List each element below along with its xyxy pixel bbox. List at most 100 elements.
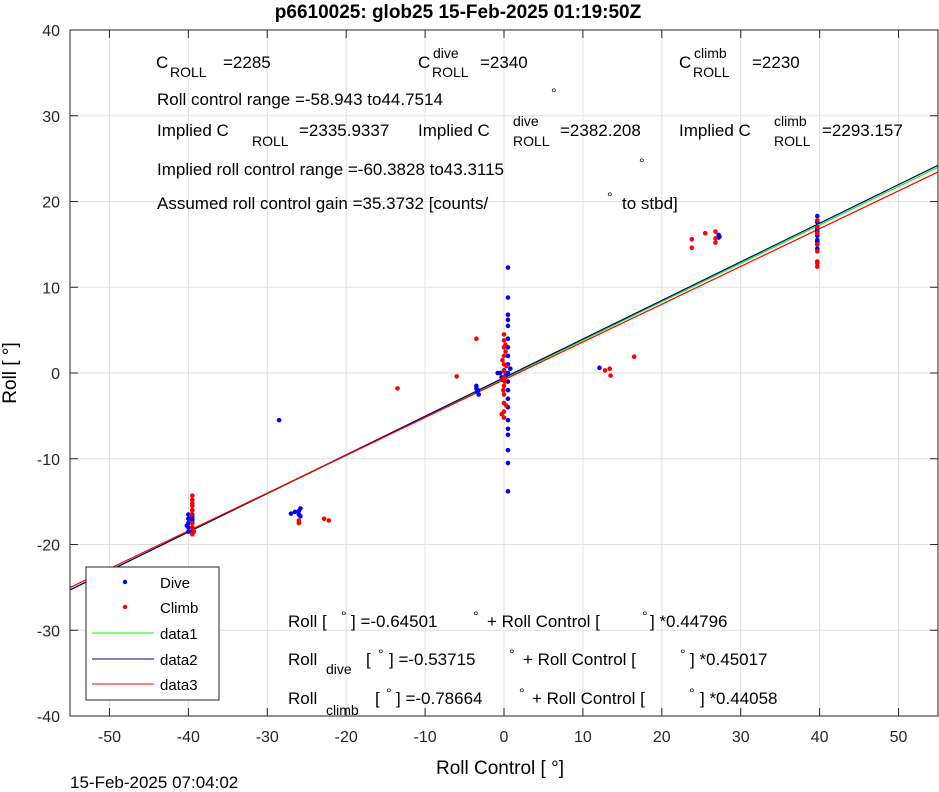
c-climb-sup: climb	[694, 45, 727, 61]
point-climb	[190, 493, 195, 498]
fit-equation-dive: Roll dive [ ° ] =-0.53715 ° + Roll Contr…	[288, 646, 768, 677]
fit-dive-sub: dive	[326, 661, 352, 677]
y-tick-label: 20	[42, 195, 60, 212]
point-climb	[702, 230, 708, 236]
point-dive	[186, 529, 191, 534]
legend-dive-label: Dive	[160, 575, 190, 592]
point-dive	[505, 323, 511, 329]
point-climb	[504, 403, 509, 408]
implied-c-sub: ROLL	[252, 133, 289, 149]
point-dive	[505, 432, 511, 438]
point-dive	[495, 370, 500, 376]
fit-all-deg1: °	[341, 608, 347, 624]
point-climb	[191, 529, 197, 534]
point-dive	[186, 516, 191, 522]
point-climb	[395, 386, 400, 391]
point-climb	[814, 264, 820, 269]
point-dive	[292, 509, 298, 515]
point-dive	[505, 317, 511, 323]
point-climb	[631, 354, 637, 360]
point-dive	[505, 417, 511, 423]
y-tick-label: -40	[37, 709, 60, 726]
point-climb	[499, 411, 504, 417]
c-roll-value: =2285	[223, 53, 271, 72]
legend-data1-label: data1	[160, 626, 198, 643]
implied-c-climb-value: =2293.157	[822, 121, 903, 140]
fit-climb-d: + Roll Control [	[532, 689, 645, 708]
point-climb	[454, 374, 459, 379]
x-tick-label: -30	[256, 729, 279, 746]
point-climb	[504, 363, 509, 369]
fit-equation-all: Roll [ ° ] =-0.64501 ° + Roll Control [ …	[288, 608, 728, 631]
x-tick-label: 0	[500, 729, 509, 746]
c-roll-sub: ROLL	[170, 64, 207, 80]
axis-ticks: -50 -40 -30 -20 -10 0 10 20 30 40 50 -40 -30 -20 -10 0 1…	[37, 23, 938, 746]
fit-climb-b: [	[375, 689, 380, 708]
point-climb	[814, 224, 820, 230]
fit-dive-d: + Roll Control [	[523, 650, 636, 669]
fit-all-b: ] =-0.64501	[351, 612, 438, 631]
data-points	[184, 213, 820, 537]
x-tick-label: -20	[335, 729, 358, 746]
fit-all-a: Roll [	[288, 612, 327, 631]
point-climb	[190, 520, 195, 526]
point-climb	[689, 236, 695, 242]
c-climb-sub: ROLL	[693, 64, 730, 80]
fit-all-deg2: °	[473, 608, 479, 624]
fit-climb-sub: climb	[326, 702, 359, 718]
point-climb	[814, 230, 820, 236]
legend: Dive Climb data1 data2 data3	[85, 566, 220, 701]
fit-dive-e: ] *0.45017	[690, 650, 768, 669]
y-tick-label: -10	[37, 452, 60, 469]
point-dive	[184, 523, 190, 528]
fit-climb-c: ] =-0.78664	[396, 689, 483, 708]
c-dive-sub: ROLL	[432, 64, 469, 80]
legend-climb-label: Climb	[160, 600, 198, 617]
c-dive-value: =2340	[480, 53, 528, 72]
point-climb	[608, 373, 613, 378]
legend-dive-marker	[122, 579, 128, 585]
point-climb	[190, 501, 195, 506]
point-climb	[190, 507, 195, 513]
point-dive	[508, 366, 513, 372]
implied-c-dive-sup: dive	[513, 113, 539, 129]
x-tick-label: -50	[98, 729, 121, 746]
fit-dive-deg3: °	[680, 646, 686, 662]
legend-data2-label: data2	[160, 652, 198, 669]
fit-climb-deg2: °	[519, 685, 525, 701]
point-climb	[602, 368, 608, 373]
fit-dive-b: [	[366, 650, 371, 669]
point-dive	[505, 265, 511, 270]
assumed-gain-end: to stbd]	[622, 194, 678, 213]
y-tick-label: 40	[42, 23, 60, 40]
footer-timestamp: 15-Feb-2025 07:04:02	[70, 773, 238, 792]
x-tick-label: -40	[177, 729, 200, 746]
implied-c-value: =2335.9337	[299, 121, 389, 140]
point-dive	[288, 511, 294, 516]
point-dive	[474, 389, 480, 395]
point-dive	[597, 365, 602, 371]
point-dive	[505, 336, 511, 342]
implied-c-dive-value: =2382.208	[560, 121, 641, 140]
point-dive	[298, 506, 303, 511]
x-tick-label: 30	[732, 729, 750, 746]
fit-dive-c: ] =-0.53715	[389, 650, 476, 669]
point-climb	[501, 415, 507, 420]
chart-title: p6610025: glob25 15-Feb-2025 01:19:50Z	[275, 2, 642, 23]
annotation-implied-c-climb: Implied C climb ROLL =2293.157	[679, 113, 903, 149]
point-climb	[713, 240, 718, 245]
point-dive	[276, 417, 282, 423]
point-climb	[190, 497, 195, 503]
implied-roll-control-range: Implied roll control range =-60.3828 to4…	[157, 160, 504, 179]
c-roll-main: C	[156, 53, 168, 72]
fit-climb-deg3: °	[689, 685, 695, 701]
fit-climb-e: ] *0.44058	[700, 689, 778, 708]
point-climb	[607, 366, 613, 372]
point-dive	[505, 387, 511, 393]
roll-control-range: Roll control range =-58.943 to44.7514	[157, 90, 443, 109]
point-climb	[503, 349, 508, 354]
roll-control-range-degree: °	[551, 85, 557, 101]
fit-dive-a: Roll	[288, 650, 317, 669]
point-dive	[505, 447, 511, 453]
